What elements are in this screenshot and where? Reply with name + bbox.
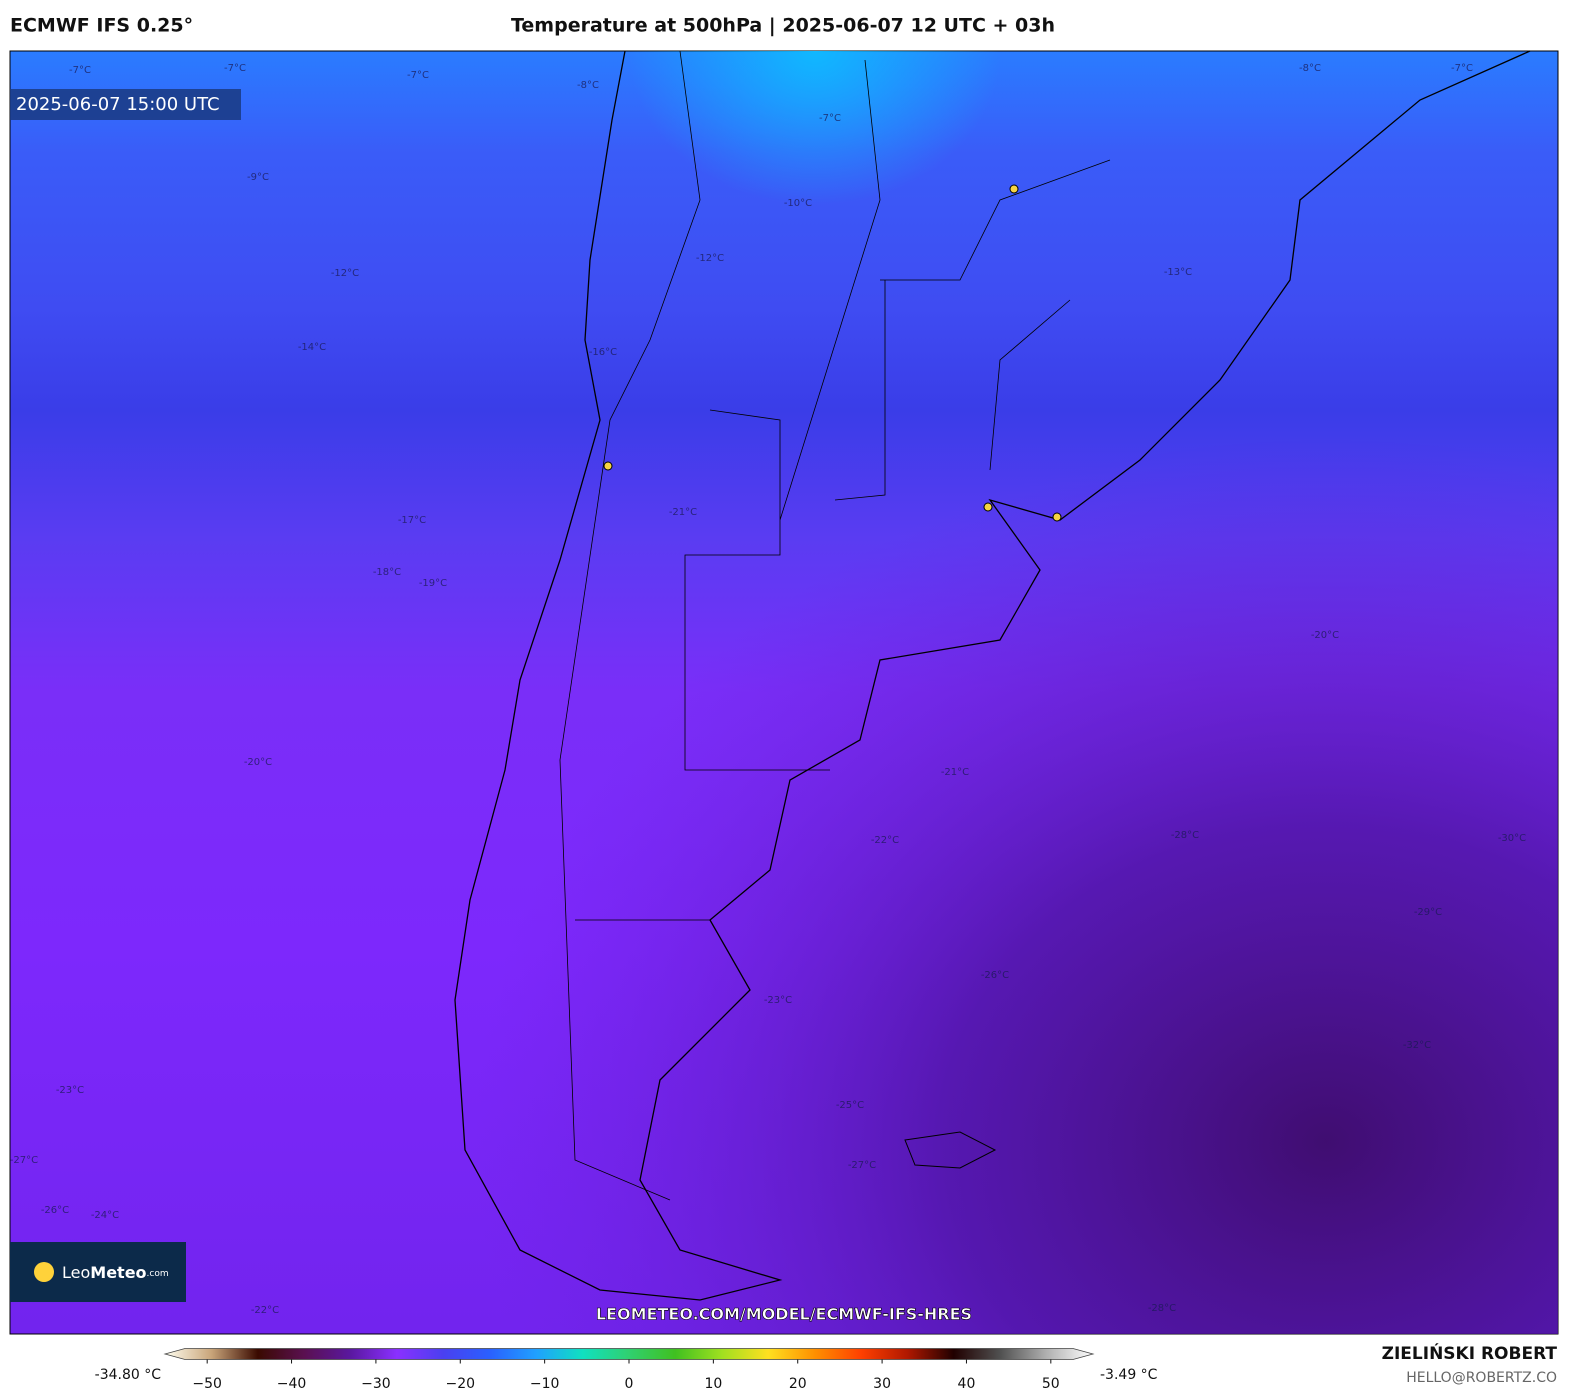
contact: HELLO@ROBERTZ.CO (1406, 1370, 1557, 1386)
city-marker (1052, 512, 1062, 522)
source-url: LEOMETEO.COM/MODEL/ECMWF-IFS-HRES (596, 1305, 972, 1324)
contour-label: -22°C (251, 1305, 279, 1316)
contour-label: -28°C (1148, 1303, 1176, 1314)
warm-pool (10, 51, 1558, 1334)
contour-label: -24°C (91, 1210, 119, 1221)
city-marker (1009, 184, 1019, 194)
city-marker (603, 461, 613, 471)
contour-label: -17°C (398, 515, 426, 526)
colorbar-tick-label: −40 (277, 1376, 307, 1392)
contour-label: -21°C (941, 767, 969, 778)
contour-label: -27°C (848, 1160, 876, 1171)
contour-label: -16°C (589, 347, 617, 358)
contour-label: -7°C (819, 113, 841, 124)
timestamp: 2025-06-07 15:00 UTC (16, 94, 220, 115)
map-title: Temperature at 500hPa | 2025-06-07 12 UT… (511, 15, 1055, 37)
contour-label: -14°C (298, 342, 326, 353)
contour-label: -18°C (373, 567, 401, 578)
city-marker (983, 502, 993, 512)
contour-label: -30°C (1498, 833, 1526, 844)
author: ZIELIŃSKI ROBERT (1382, 1342, 1558, 1364)
colorbar-tick-label: −30 (361, 1376, 391, 1392)
falkland-islands (904, 1131, 997, 1169)
contour-label: -13°C (1164, 267, 1192, 278)
colorbar-tick-label: 10 (704, 1376, 722, 1392)
contour-label: -26°C (981, 970, 1009, 981)
coastline (454, 50, 1531, 1301)
colorbar-tick-label: −10 (530, 1376, 560, 1392)
colorbar-tick-label: −20 (445, 1376, 475, 1392)
colorbar-min: -34.80 °C (95, 1367, 162, 1383)
colorbar-tick-label: 0 (625, 1376, 634, 1392)
logo-second: Meteo (90, 1263, 146, 1282)
map-area: -7°C -7°C -7°C -8°C -7°C -8°C -7°C -9°C -10°C -12… (9, 50, 1559, 1335)
colorbar-tick-label: 50 (1042, 1376, 1060, 1392)
contour-label: -9°C (247, 172, 269, 183)
contour-label: -23°C (56, 1085, 84, 1096)
colorbar-tick-label: 30 (873, 1376, 891, 1392)
contour-label: -20°C (244, 757, 272, 768)
colorbar: -34.80 °C -3.49 °C −50 −40 −30 −20 −10 0 10 20 3… (95, 1348, 1158, 1392)
colorbar-tick-label: 20 (789, 1376, 807, 1392)
logo-first: Leo (62, 1263, 90, 1282)
contour-label: -23°C (764, 995, 792, 1006)
colorbar-bar (163, 1348, 1095, 1360)
contour-label: -32°C (1403, 1040, 1431, 1051)
logo-text: LeoMeteo.com (62, 1263, 169, 1282)
contour-label: -21°C (669, 507, 697, 518)
contour-labels: -7°C -7°C -7°C -8°C -7°C -8°C -7°C -9°C -10°C -12… (10, 63, 1526, 1316)
model-name: ECMWF IFS 0.25° (10, 15, 193, 37)
contour-label: -22°C (871, 835, 899, 846)
contour-label: -7°C (1451, 63, 1473, 74)
logo-sun (34, 1262, 54, 1282)
contour-label: -20°C (1311, 630, 1339, 641)
cities (603, 184, 1062, 522)
colorbar-tick-label: 40 (958, 1376, 976, 1392)
borders (559, 50, 1111, 1201)
contour-label: -28°C (1171, 830, 1199, 841)
contour-label: -19°C (419, 578, 447, 589)
contour-label: -7°C (224, 63, 246, 74)
contour-label: -26°C (41, 1205, 69, 1216)
colorbar-max: -3.49 °C (1100, 1367, 1158, 1383)
timestamp-box (10, 89, 241, 120)
contour-label: -7°C (407, 70, 429, 81)
contour-label: -25°C (836, 1100, 864, 1111)
contour-label: -27°C (10, 1155, 38, 1166)
colorbar-tick-label: −50 (192, 1376, 222, 1392)
contour-label: -8°C (577, 80, 599, 91)
contour-label: -12°C (331, 268, 359, 279)
contour-label: -10°C (784, 198, 812, 209)
contour-label: -29°C (1414, 907, 1442, 918)
contour-label: -7°C (69, 65, 91, 76)
logo-suffix: .com (147, 1269, 169, 1279)
contour-label: -8°C (1299, 63, 1321, 74)
contour-label: -12°C (696, 253, 724, 264)
